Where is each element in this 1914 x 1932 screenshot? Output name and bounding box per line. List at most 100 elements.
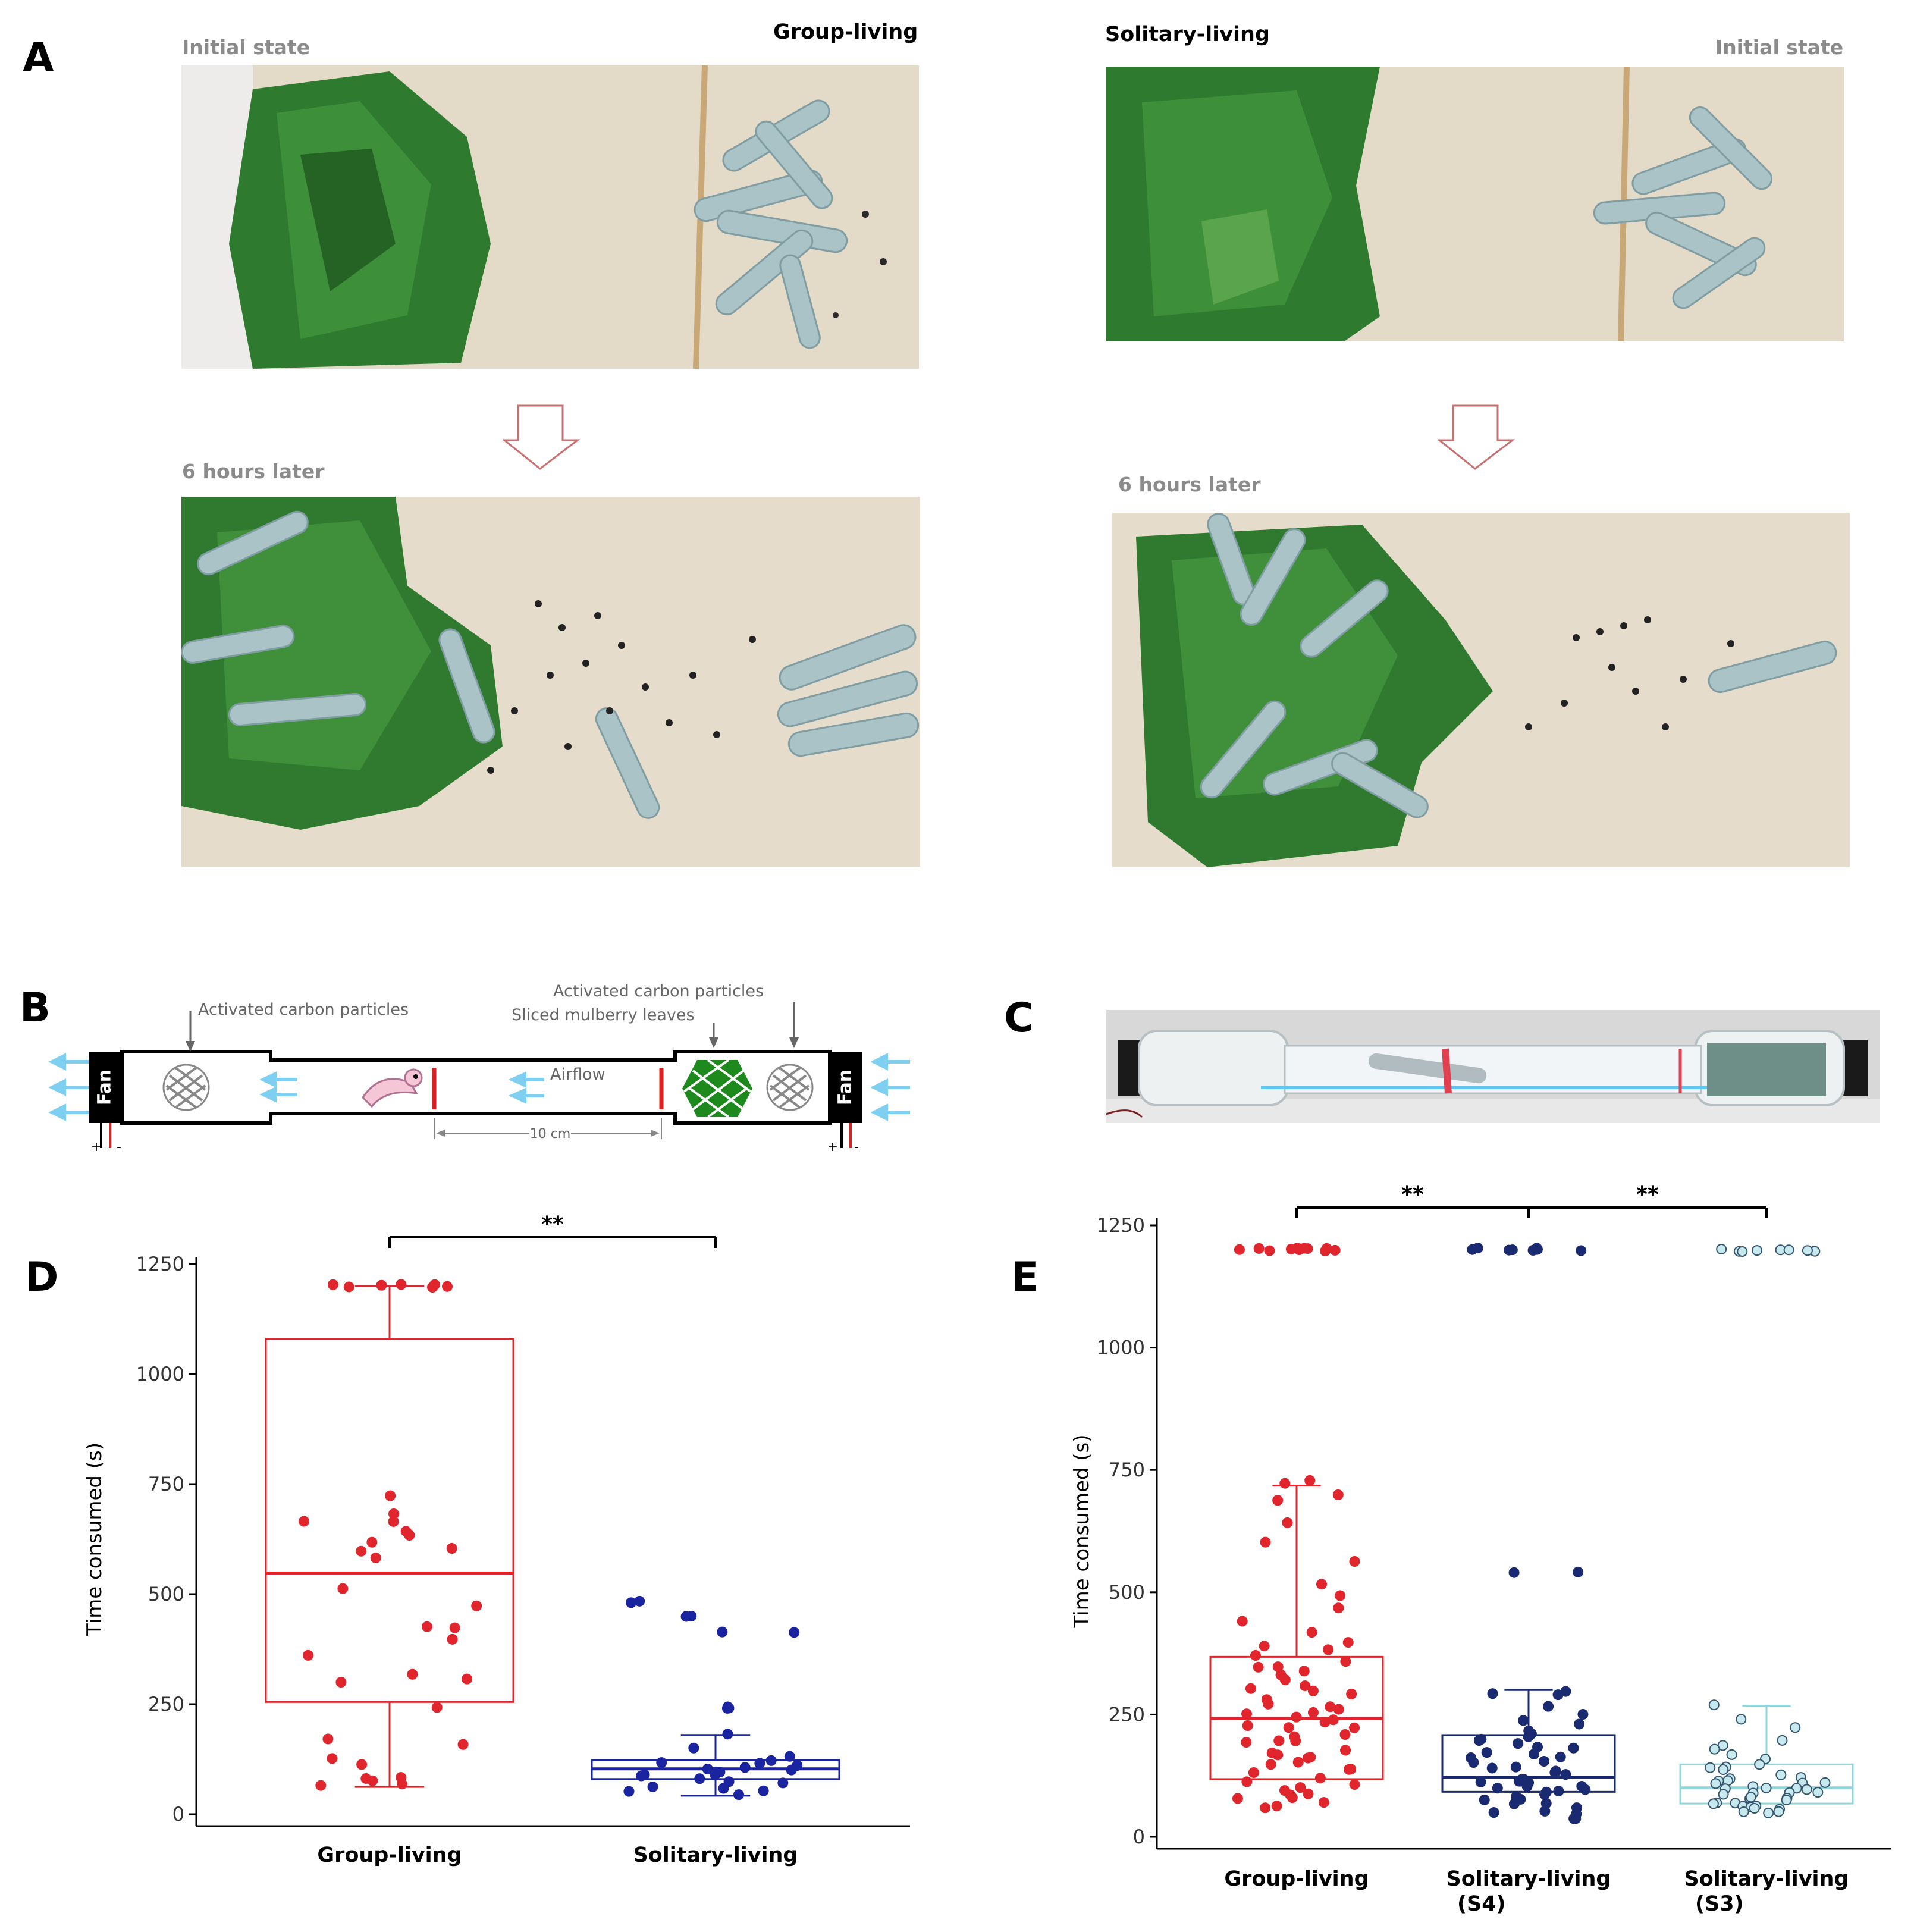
data-point	[322, 1733, 334, 1745]
significance-bracket: **	[388, 1212, 717, 1248]
y-tick-label: 500	[1109, 1581, 1145, 1604]
group-living-title: Group-living	[773, 20, 918, 44]
y-tick-label: 250	[148, 1693, 184, 1715]
data-point	[315, 1780, 327, 1791]
data-point	[1486, 1762, 1498, 1774]
fan-right-plus: +	[827, 1140, 838, 1154]
data-point	[1349, 1779, 1360, 1790]
data-point	[1508, 1798, 1520, 1809]
data-point	[1577, 1708, 1589, 1720]
panel-label-e: E	[1011, 1254, 1039, 1301]
data-point	[1508, 1567, 1520, 1578]
data-point	[370, 1552, 381, 1563]
data-point	[404, 1529, 415, 1541]
photo-apparatus	[1106, 1010, 1880, 1123]
data-point	[1304, 1475, 1316, 1486]
data-point	[739, 1762, 751, 1773]
data-point	[722, 1729, 733, 1740]
data-point	[1801, 1784, 1812, 1795]
box-group-0	[265, 1279, 514, 1791]
box-group-1	[591, 1595, 840, 1801]
x-category-label: Solitary-living	[1684, 1867, 1849, 1891]
y-tick-label: 1000	[136, 1363, 184, 1385]
data-point	[303, 1649, 314, 1661]
data-point	[1543, 1701, 1554, 1712]
photo-group-initial	[181, 65, 919, 369]
data-point	[1568, 1813, 1580, 1824]
data-point	[1282, 1517, 1293, 1528]
chart-d: 0 250 500 750 1000 1250 Time consumed (s) Group…	[83, 1212, 910, 1867]
data-point	[1259, 1641, 1270, 1652]
y-tick-label: 500	[148, 1583, 184, 1605]
data-point	[1473, 1735, 1485, 1746]
airflow-arrows-right	[870, 1053, 910, 1121]
fan-left-minus: -	[117, 1140, 121, 1154]
mulberry-label: Sliced mulberry leaves	[512, 1006, 695, 1024]
y-tick-label: 0	[1133, 1826, 1145, 1848]
x-category-label: Group-living	[1224, 1867, 1369, 1891]
data-point	[1521, 1781, 1533, 1792]
data-point	[388, 1516, 399, 1527]
data-point	[1241, 1737, 1252, 1748]
data-point	[1349, 1556, 1360, 1567]
data-point	[636, 1770, 647, 1782]
data-point	[1492, 1783, 1503, 1794]
data-point	[623, 1786, 635, 1797]
data-point	[754, 1758, 765, 1769]
data-point	[1560, 1769, 1571, 1780]
data-point	[758, 1785, 769, 1796]
larva-icon	[362, 1068, 423, 1108]
data-point	[718, 1783, 729, 1794]
panel-label-a: A	[23, 34, 54, 81]
chart-e: 0 250 500 750 1000 1250 Time consumed (s) Group…	[1070, 1183, 1891, 1916]
data-point	[396, 1279, 407, 1290]
data-point	[1340, 1656, 1351, 1667]
data-point	[367, 1775, 378, 1786]
box-group-0	[1209, 1243, 1384, 1814]
fan-right-minus: -	[854, 1140, 859, 1154]
data-point	[1279, 1478, 1291, 1489]
data-point	[786, 1764, 797, 1776]
data-point	[1751, 1245, 1762, 1256]
data-point	[1321, 1243, 1332, 1254]
data-point	[1339, 1729, 1351, 1740]
data-point	[1300, 1680, 1311, 1692]
data-point	[710, 1769, 721, 1780]
data-point	[1307, 1707, 1319, 1718]
data-point	[343, 1281, 354, 1293]
data-point	[1302, 1752, 1313, 1764]
significance-bracket: **	[1295, 1183, 1530, 1218]
data-point	[1528, 1749, 1539, 1760]
data-point	[1568, 1742, 1579, 1754]
fan-left-label: Fan	[95, 1070, 115, 1105]
data-point	[337, 1583, 349, 1594]
data-point	[327, 1753, 338, 1764]
data-point	[1346, 1688, 1357, 1699]
y-tick-label: 1000	[1097, 1337, 1145, 1359]
data-point	[1726, 1749, 1737, 1760]
data-point	[1253, 1243, 1265, 1254]
data-point	[1513, 1738, 1524, 1749]
data-point	[647, 1781, 658, 1792]
data-point	[1271, 1801, 1282, 1812]
panel-b-diagram: Fan + - Airflow 10 cm Fan +	[48, 982, 910, 1154]
data-point	[1737, 1246, 1748, 1257]
data-point	[1314, 1773, 1326, 1784]
carbon-filter-left-icon	[162, 1064, 210, 1111]
data-point	[1479, 1794, 1490, 1805]
data-point	[1708, 1798, 1719, 1809]
fan-right-label: Fan	[835, 1070, 856, 1105]
data-point	[1260, 1802, 1271, 1814]
down-arrow-left	[503, 404, 581, 470]
six-hours-later-label-right: 6 hours later	[1118, 473, 1261, 496]
data-point	[1761, 1782, 1772, 1793]
data-point	[1475, 1776, 1486, 1787]
photo-solitary-initial	[1106, 67, 1844, 341]
data-point	[1295, 1782, 1306, 1793]
data-point	[366, 1536, 378, 1548]
data-point	[1316, 1579, 1327, 1590]
data-point	[1290, 1735, 1301, 1746]
data-point	[447, 1633, 458, 1645]
data-point	[1303, 1788, 1314, 1799]
data-point	[1775, 1769, 1787, 1780]
